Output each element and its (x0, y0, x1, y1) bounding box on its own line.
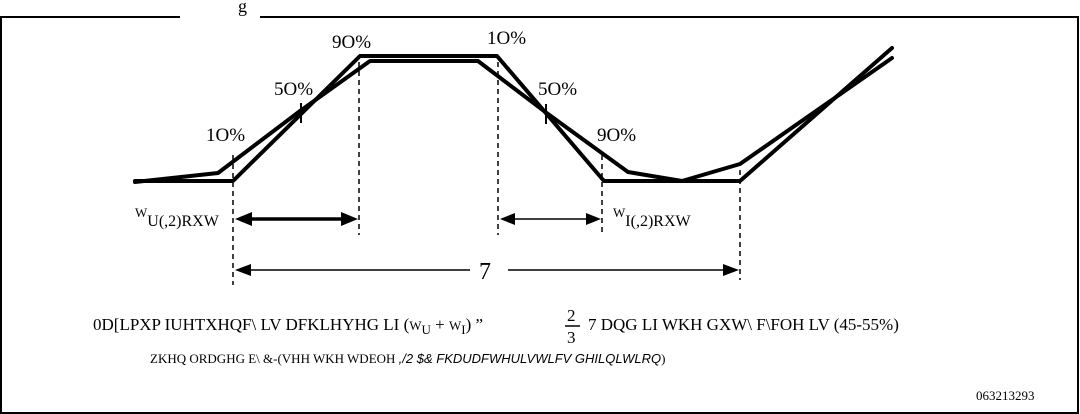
fraction-numerator: 2 (567, 306, 576, 325)
rise-50-label: 5O% (274, 79, 313, 100)
caption-line-1: 0D[LPXP IUHTXHQF\ LV DFKLHYHG LI (WU + W… (93, 315, 483, 337)
fraction-denominator: 3 (567, 328, 576, 347)
ideal-waveform (133, 46, 894, 183)
fall-time-label: WI(,2)RXW (613, 205, 691, 230)
fraction-two-thirds: 2 3 (565, 306, 580, 347)
caption-line-1-end: 7 DQG LI WKH GXW\ F\FOH LV (45-55%) (588, 315, 899, 334)
actual-waveform (133, 56, 894, 184)
period-label: 7 (479, 259, 491, 285)
rise-time-label: WU(,2)RXW (135, 205, 220, 230)
heading-fragment: g (238, 0, 247, 16)
fall-50-label: 5O% (538, 79, 577, 100)
period-arrow (235, 264, 739, 276)
waveforms (133, 46, 894, 184)
heading-mask (180, 0, 260, 19)
rise-time-arrow (235, 212, 358, 226)
rise-90-label: 9O% (332, 32, 371, 53)
fall-10-label: 1O% (487, 28, 526, 49)
fall-90-label: 9O% (597, 125, 636, 146)
dashed-guides (232, 62, 741, 285)
figure-number: 063213293 (976, 388, 1035, 403)
diagram-border (0, 16, 1079, 414)
rise-10-label: 1O% (206, 125, 245, 146)
caption-line-2: ZKHQ ORDGHG E\ &-(VHH WKH WDEOH ,/2 $& F… (150, 351, 665, 366)
fall-time-arrow (500, 213, 601, 225)
